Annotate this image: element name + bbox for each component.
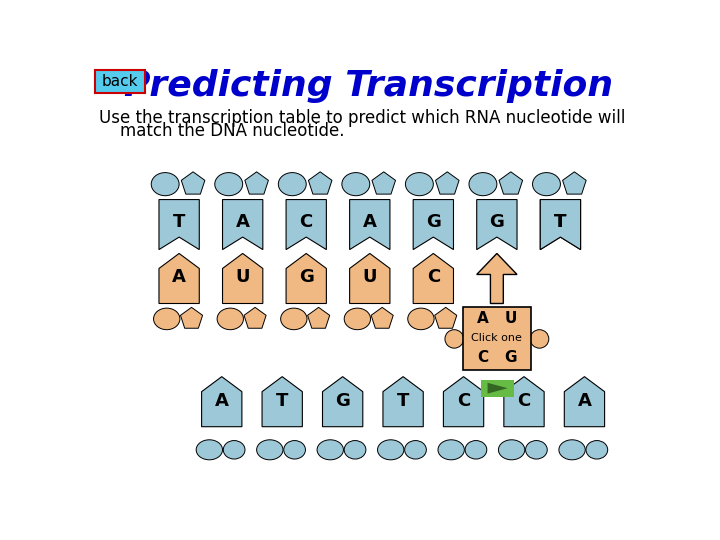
Polygon shape xyxy=(307,307,330,328)
Polygon shape xyxy=(477,253,517,303)
Text: C: C xyxy=(518,392,531,410)
Polygon shape xyxy=(308,172,332,194)
Polygon shape xyxy=(372,172,395,194)
Polygon shape xyxy=(499,172,523,194)
Text: match the DNA nucleotide.: match the DNA nucleotide. xyxy=(99,122,345,140)
Text: C: C xyxy=(457,392,470,410)
Text: U: U xyxy=(235,268,250,287)
Ellipse shape xyxy=(526,441,547,459)
Polygon shape xyxy=(181,172,205,194)
Ellipse shape xyxy=(153,308,180,330)
Polygon shape xyxy=(222,253,263,303)
Polygon shape xyxy=(202,377,242,427)
Ellipse shape xyxy=(281,308,307,330)
Ellipse shape xyxy=(445,330,464,348)
Polygon shape xyxy=(159,200,199,249)
Text: G: G xyxy=(426,213,441,231)
Text: Use the transcription table to predict which RNA nucleotide will: Use the transcription table to predict w… xyxy=(99,110,626,127)
Ellipse shape xyxy=(377,440,404,460)
Text: G: G xyxy=(299,268,314,287)
Ellipse shape xyxy=(533,173,560,195)
Text: U: U xyxy=(363,268,377,287)
Polygon shape xyxy=(540,200,580,249)
Polygon shape xyxy=(222,200,263,249)
Ellipse shape xyxy=(530,330,549,348)
Ellipse shape xyxy=(196,440,222,460)
Polygon shape xyxy=(540,200,580,249)
Ellipse shape xyxy=(408,308,434,330)
Text: Predicting Transcription: Predicting Transcription xyxy=(125,69,613,103)
Polygon shape xyxy=(477,200,517,249)
Ellipse shape xyxy=(438,440,464,460)
Text: C: C xyxy=(427,268,440,287)
Text: C: C xyxy=(477,350,488,365)
Bar xyxy=(463,307,531,370)
Ellipse shape xyxy=(256,440,283,460)
Polygon shape xyxy=(350,200,390,249)
Ellipse shape xyxy=(223,441,245,459)
FancyBboxPatch shape xyxy=(96,70,145,93)
Text: T: T xyxy=(397,392,409,410)
Bar xyxy=(482,380,514,397)
Ellipse shape xyxy=(559,440,585,460)
Text: A: A xyxy=(215,392,229,410)
Polygon shape xyxy=(244,307,266,328)
Text: T: T xyxy=(173,213,185,231)
Ellipse shape xyxy=(151,173,179,195)
Text: A: A xyxy=(477,312,489,326)
Polygon shape xyxy=(245,172,269,194)
Polygon shape xyxy=(383,377,423,427)
Ellipse shape xyxy=(217,308,243,330)
Ellipse shape xyxy=(279,173,306,195)
Text: G: G xyxy=(490,213,504,231)
Text: T: T xyxy=(554,213,567,231)
Polygon shape xyxy=(413,200,454,249)
Polygon shape xyxy=(413,253,454,303)
Ellipse shape xyxy=(405,173,433,195)
Polygon shape xyxy=(286,200,326,249)
Polygon shape xyxy=(286,253,326,303)
Text: A: A xyxy=(577,392,591,410)
Polygon shape xyxy=(435,307,456,328)
Polygon shape xyxy=(159,253,199,303)
Text: C: C xyxy=(300,213,313,231)
Ellipse shape xyxy=(344,441,366,459)
Text: G: G xyxy=(505,350,517,365)
Polygon shape xyxy=(262,377,302,427)
Polygon shape xyxy=(436,172,459,194)
Ellipse shape xyxy=(465,441,487,459)
Text: G: G xyxy=(336,392,350,410)
Ellipse shape xyxy=(284,441,305,459)
Ellipse shape xyxy=(469,173,497,195)
Ellipse shape xyxy=(586,441,608,459)
Text: back: back xyxy=(102,74,138,89)
Polygon shape xyxy=(371,307,393,328)
Text: T: T xyxy=(554,213,567,231)
Polygon shape xyxy=(350,253,390,303)
Text: Click one: Click one xyxy=(472,333,522,343)
Polygon shape xyxy=(323,377,363,427)
Text: A: A xyxy=(363,213,377,231)
Polygon shape xyxy=(181,307,202,328)
Polygon shape xyxy=(562,172,586,194)
Polygon shape xyxy=(564,377,605,427)
Ellipse shape xyxy=(215,173,243,195)
Polygon shape xyxy=(444,377,484,427)
Ellipse shape xyxy=(498,440,525,460)
Ellipse shape xyxy=(342,173,370,195)
Ellipse shape xyxy=(405,441,426,459)
Text: T: T xyxy=(276,392,289,410)
Polygon shape xyxy=(487,383,508,394)
Polygon shape xyxy=(504,377,544,427)
Ellipse shape xyxy=(344,308,371,330)
Text: A: A xyxy=(172,268,186,287)
Ellipse shape xyxy=(317,440,343,460)
Text: U: U xyxy=(505,312,517,326)
Text: A: A xyxy=(235,213,250,231)
